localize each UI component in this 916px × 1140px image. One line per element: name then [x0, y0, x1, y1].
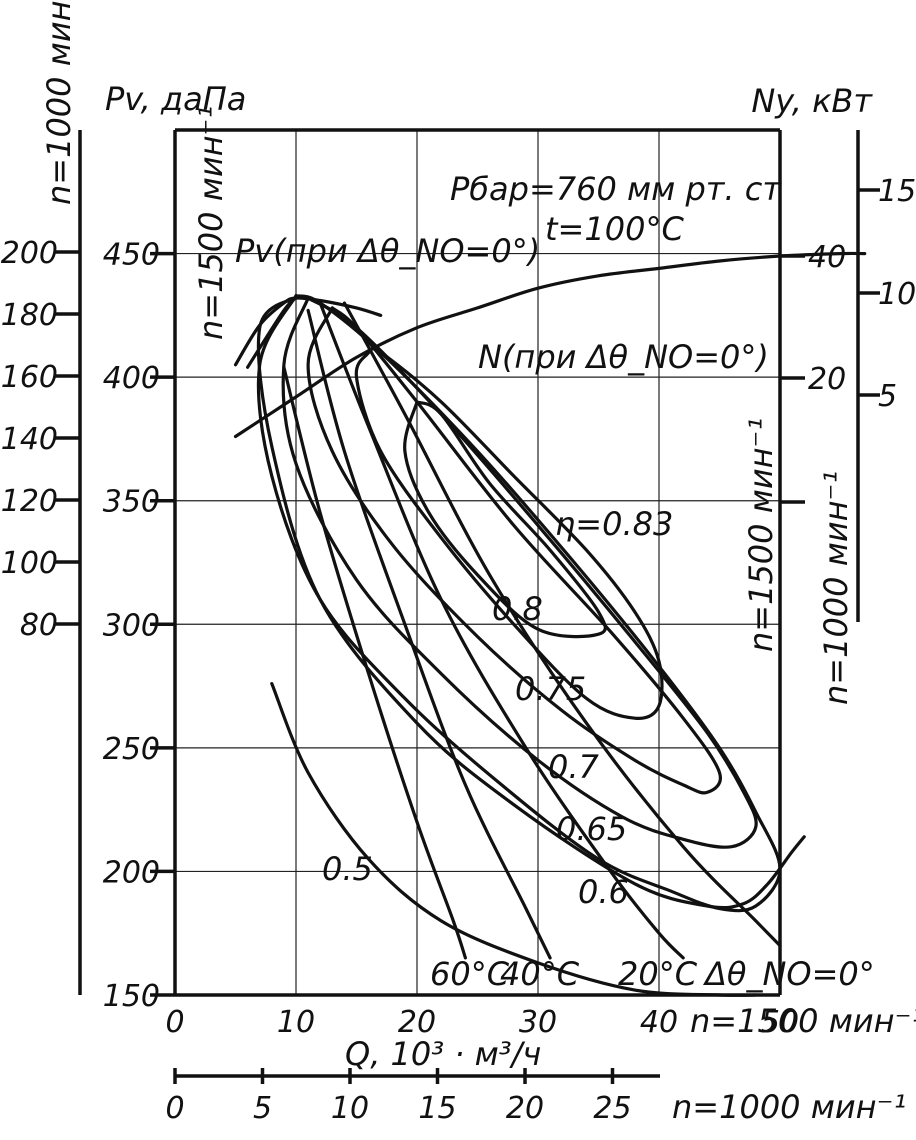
- power-curve-label: N(при Δθ_NO=0°): [478, 338, 769, 376]
- x-tick-1000: 0: [165, 1091, 184, 1126]
- x-tick-1000: 25: [593, 1091, 631, 1126]
- series-line-system-11: [318, 301, 685, 960]
- left-rpm-1500: n=1500 мин⁻¹: [192, 106, 230, 340]
- right-rpm-1000: n=1000 мин⁻¹: [817, 471, 855, 705]
- grid: [175, 130, 780, 995]
- series-line-power-1: [233, 251, 867, 439]
- bottom-rpm-1000: n=1000 мин⁻¹: [672, 1088, 906, 1126]
- condition-pressure: Pбар=760 мм рт. ст: [450, 170, 782, 208]
- x-tick-1500: 20: [398, 1005, 436, 1040]
- y-tick-1500: 300: [103, 608, 160, 643]
- x-tick-1000: 5: [253, 1091, 272, 1126]
- y2-tick-1500: 20: [808, 362, 846, 397]
- efficiency-label-080: 0.8: [492, 590, 543, 628]
- condition-temperature: t=100°C: [545, 210, 684, 248]
- y-tick-1000: 120: [1, 484, 58, 519]
- x-tick-1500: 40: [640, 1005, 678, 1040]
- x-tick-1500: 10: [277, 1005, 315, 1040]
- efficiency-label-065: 0.65: [556, 810, 627, 848]
- y-tick-1500: 450: [103, 238, 160, 273]
- series-line-efficiency-2: [403, 400, 607, 639]
- x-axis-label: Q, 10³ · м³/ч: [345, 1035, 541, 1073]
- series-curves: [233, 251, 867, 997]
- y2-axis-label: Ny, кВт: [751, 82, 873, 120]
- x-tick-1000: 10: [331, 1091, 369, 1126]
- y-tick-1000: 160: [1, 360, 58, 395]
- y2-tick-1000: 5: [878, 379, 897, 414]
- series-line-system-9: [282, 365, 467, 960]
- series-line-efficiency-7: [246, 295, 806, 910]
- efficiency-label-075: 0.75: [515, 670, 586, 708]
- efficiency-label-083: η=0.83: [555, 505, 673, 543]
- efficiency-label-050: 0.5: [322, 850, 373, 888]
- y-tick-1000: 200: [1, 236, 58, 271]
- efficiency-label-070: 0.7: [548, 748, 600, 786]
- y2-tick-1000: 15: [878, 174, 916, 209]
- temp-label-40: 40°C: [500, 955, 580, 993]
- x-tick-1000: 20: [506, 1091, 544, 1126]
- y-axis-label: Pv, даПа: [105, 80, 246, 118]
- series-line-system-10: [306, 308, 552, 960]
- bottom-rpm-1500: n=1500 мин⁻¹: [690, 1002, 916, 1040]
- tick-labels: 1502002503003504004508010012014016018020…: [1, 174, 916, 1126]
- y-tick-1500: 150: [103, 979, 160, 1014]
- series-line-efficiency-3: [354, 347, 664, 720]
- x-tick-1500: 30: [519, 1005, 557, 1040]
- x-tick-1500: 50: [761, 1005, 799, 1040]
- series-line-efficiency-8: [270, 682, 758, 997]
- chart-labels: Pv, даПа Ny, кВт Q, 10³ · м³/ч Pбар=760 …: [40, 0, 916, 1126]
- pv-curve-label: Pv(при Δθ_NO=0°): [235, 232, 540, 270]
- y-tick-1500: 400: [103, 361, 160, 396]
- temp-label-20: 20°C: [618, 955, 698, 993]
- y2-tick-1000: 10: [878, 277, 916, 312]
- temp-label-60: 60°C: [430, 955, 510, 993]
- right-rpm-1500: n=1500 мин⁻¹: [742, 418, 780, 652]
- x-tick-1500: 0: [165, 1005, 184, 1040]
- y-tick-1000: 180: [1, 298, 58, 333]
- y2-tick-1500: 40: [808, 240, 846, 275]
- y-tick-1500: 200: [103, 855, 160, 890]
- y-tick-1500: 350: [103, 485, 160, 520]
- y-tick-1000: 100: [1, 546, 58, 581]
- x-tick-1000: 15: [418, 1091, 456, 1126]
- series-line-efficiency-5: [281, 296, 758, 849]
- y-tick-1000: 140: [1, 422, 58, 457]
- y-tick-1000: 80: [20, 608, 58, 643]
- temp-label-0: Δθ_NO=0°: [702, 955, 875, 993]
- left-rpm-1000: n=1000 мин⁻¹: [40, 0, 78, 205]
- y-tick-1500: 250: [103, 732, 160, 767]
- series-line-system-12: [342, 301, 782, 948]
- efficiency-label-060: 0.6: [578, 873, 629, 911]
